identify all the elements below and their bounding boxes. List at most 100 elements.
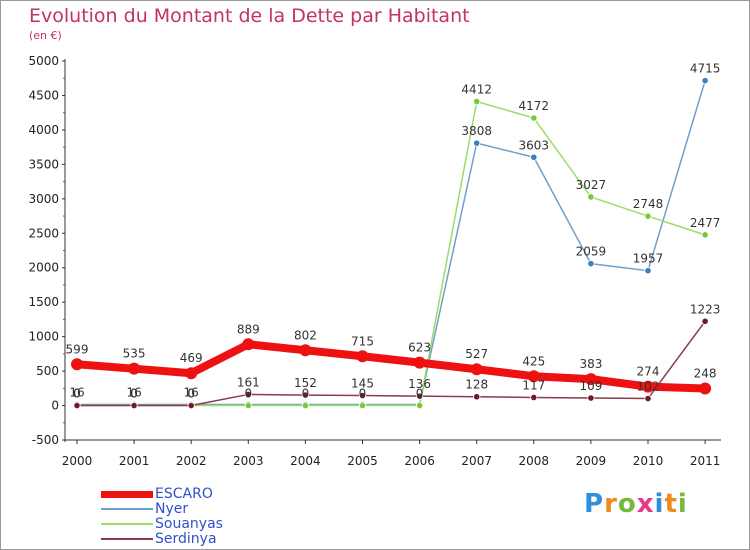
brand-letter: o [617, 489, 637, 519]
data-label-escaro: 248 [694, 366, 717, 380]
data-label-souanyas: 2477 [690, 216, 721, 230]
data-point-escaro [71, 358, 83, 371]
legend-item-escaro: ESCARO [101, 487, 213, 501]
data-point-escaro [584, 373, 597, 386]
legend-swatch-escaro [101, 490, 153, 498]
data-label-escaro: 469 [180, 351, 203, 365]
y-tick-label: -500 [32, 433, 59, 447]
x-tick-label: 2004 [290, 454, 321, 468]
data-label-serdinya: 0 [73, 387, 81, 401]
legend-label-souanyas: Souanyas [155, 516, 223, 532]
data-point-serdinya [473, 393, 481, 401]
data-point-nyer [473, 139, 481, 147]
legend-swatch-souanyas [101, 523, 153, 525]
data-point-serdinya [701, 317, 709, 325]
data-point-souanyas [530, 114, 538, 122]
data-label-serdinya: 1223 [690, 302, 721, 316]
data-point-escaro [527, 370, 540, 383]
data-label-souanyas: 0 [187, 387, 195, 401]
data-point-escaro [413, 356, 426, 369]
data-label-souanyas: 2748 [633, 197, 664, 211]
x-tick-label: 2000 [62, 454, 93, 468]
data-label-nyer: 3808 [461, 124, 492, 138]
data-label-souanyas: 0 [244, 387, 252, 401]
data-point-nyer [530, 153, 538, 161]
data-label-escaro: 535 [123, 347, 146, 361]
data-label-escaro: 274 [637, 365, 660, 379]
data-point-souanyas [358, 401, 367, 410]
x-tick-label: 2005 [347, 454, 378, 468]
data-point-nyer [701, 77, 709, 85]
x-tick-label: 2007 [461, 454, 492, 468]
x-tick-label: 2008 [519, 454, 550, 468]
data-label-escaro: 623 [408, 341, 431, 355]
y-tick-label: 4500 [28, 88, 59, 102]
data-point-serdinya [644, 394, 652, 403]
data-label-serdinya: 161 [237, 375, 260, 389]
data-label-souanyas: 0 [73, 387, 81, 401]
data-point-serdinya [73, 401, 81, 410]
data-label-serdinya: 152 [294, 376, 317, 390]
data-label-escaro: 802 [294, 328, 317, 342]
chart-subtitle: (en €) [29, 29, 62, 42]
y-tick-label: 0 [51, 399, 59, 413]
legend-label-nyer: Nyer [155, 501, 189, 517]
data-point-serdinya [301, 391, 309, 399]
chart-title: Evolution du Montant de la Dette par Hab… [29, 5, 470, 27]
brand-letter: P [584, 489, 605, 519]
data-point-escaro [470, 363, 483, 376]
data-label-nyer: 16 [69, 385, 84, 399]
data-label-souanyas: 4412 [461, 83, 492, 97]
data-label-souanyas: 0 [302, 387, 310, 401]
legend-item-serdinya: Serdinya [101, 532, 217, 546]
series-line-serdinya [76, 320, 706, 407]
x-tick-label: 2002 [176, 454, 207, 468]
y-tick-label: 3000 [28, 192, 59, 206]
data-point-souanyas [473, 97, 481, 106]
y-tick-label: 2500 [28, 226, 59, 240]
legend-label-escaro: ESCARO [155, 486, 213, 502]
data-label-souanyas: 0 [130, 387, 138, 401]
y-tick-label: 3500 [28, 157, 59, 171]
data-label-nyer: 4715 [690, 62, 721, 76]
data-label-nyer: 1957 [633, 252, 664, 266]
data-label-escaro: 715 [351, 334, 374, 348]
y-tick-label: 4000 [28, 123, 59, 137]
data-point-escaro [299, 344, 312, 357]
data-point-souanyas [415, 401, 424, 410]
legend-item-nyer: Nyer [101, 502, 188, 516]
series-line-escaro [73, 340, 710, 393]
brand-logo: Proxiti [584, 489, 688, 519]
series-line-nyer [76, 79, 706, 406]
data-label-nyer: 3603 [519, 138, 550, 152]
data-label-souanyas: 0 [416, 387, 424, 401]
data-label-serdinya: 109 [579, 379, 602, 393]
data-point-serdinya [130, 401, 138, 410]
data-label-serdinya: 102 [637, 380, 660, 394]
brand-letter: x [636, 489, 655, 519]
brand-letter: t [664, 489, 678, 519]
x-tick-label: 2001 [119, 454, 150, 468]
data-point-nyer [587, 260, 595, 268]
legend-swatch-serdinya [101, 538, 153, 540]
data-point-serdinya [587, 394, 595, 402]
data-point-escaro [642, 380, 654, 393]
data-label-escaro: 383 [579, 357, 602, 371]
legend-label-serdinya: Serdinya [155, 531, 217, 547]
data-point-escaro [699, 382, 712, 395]
y-tick-label: 1000 [28, 330, 59, 344]
y-tick-label: 2000 [28, 261, 59, 275]
data-point-serdinya [530, 393, 538, 402]
data-label-serdinya: 0 [130, 387, 138, 401]
x-tick-label: 2006 [404, 454, 435, 468]
y-tick-label: 5000 [28, 54, 59, 68]
x-tick-label: 2010 [633, 454, 664, 468]
x-tick-label: 2009 [576, 454, 607, 468]
data-label-serdinya: 145 [351, 377, 374, 391]
brand-letter: i [677, 489, 688, 519]
data-point-souanyas [244, 401, 252, 410]
data-label-serdinya: 136 [408, 377, 431, 391]
data-point-serdinya [358, 391, 367, 400]
